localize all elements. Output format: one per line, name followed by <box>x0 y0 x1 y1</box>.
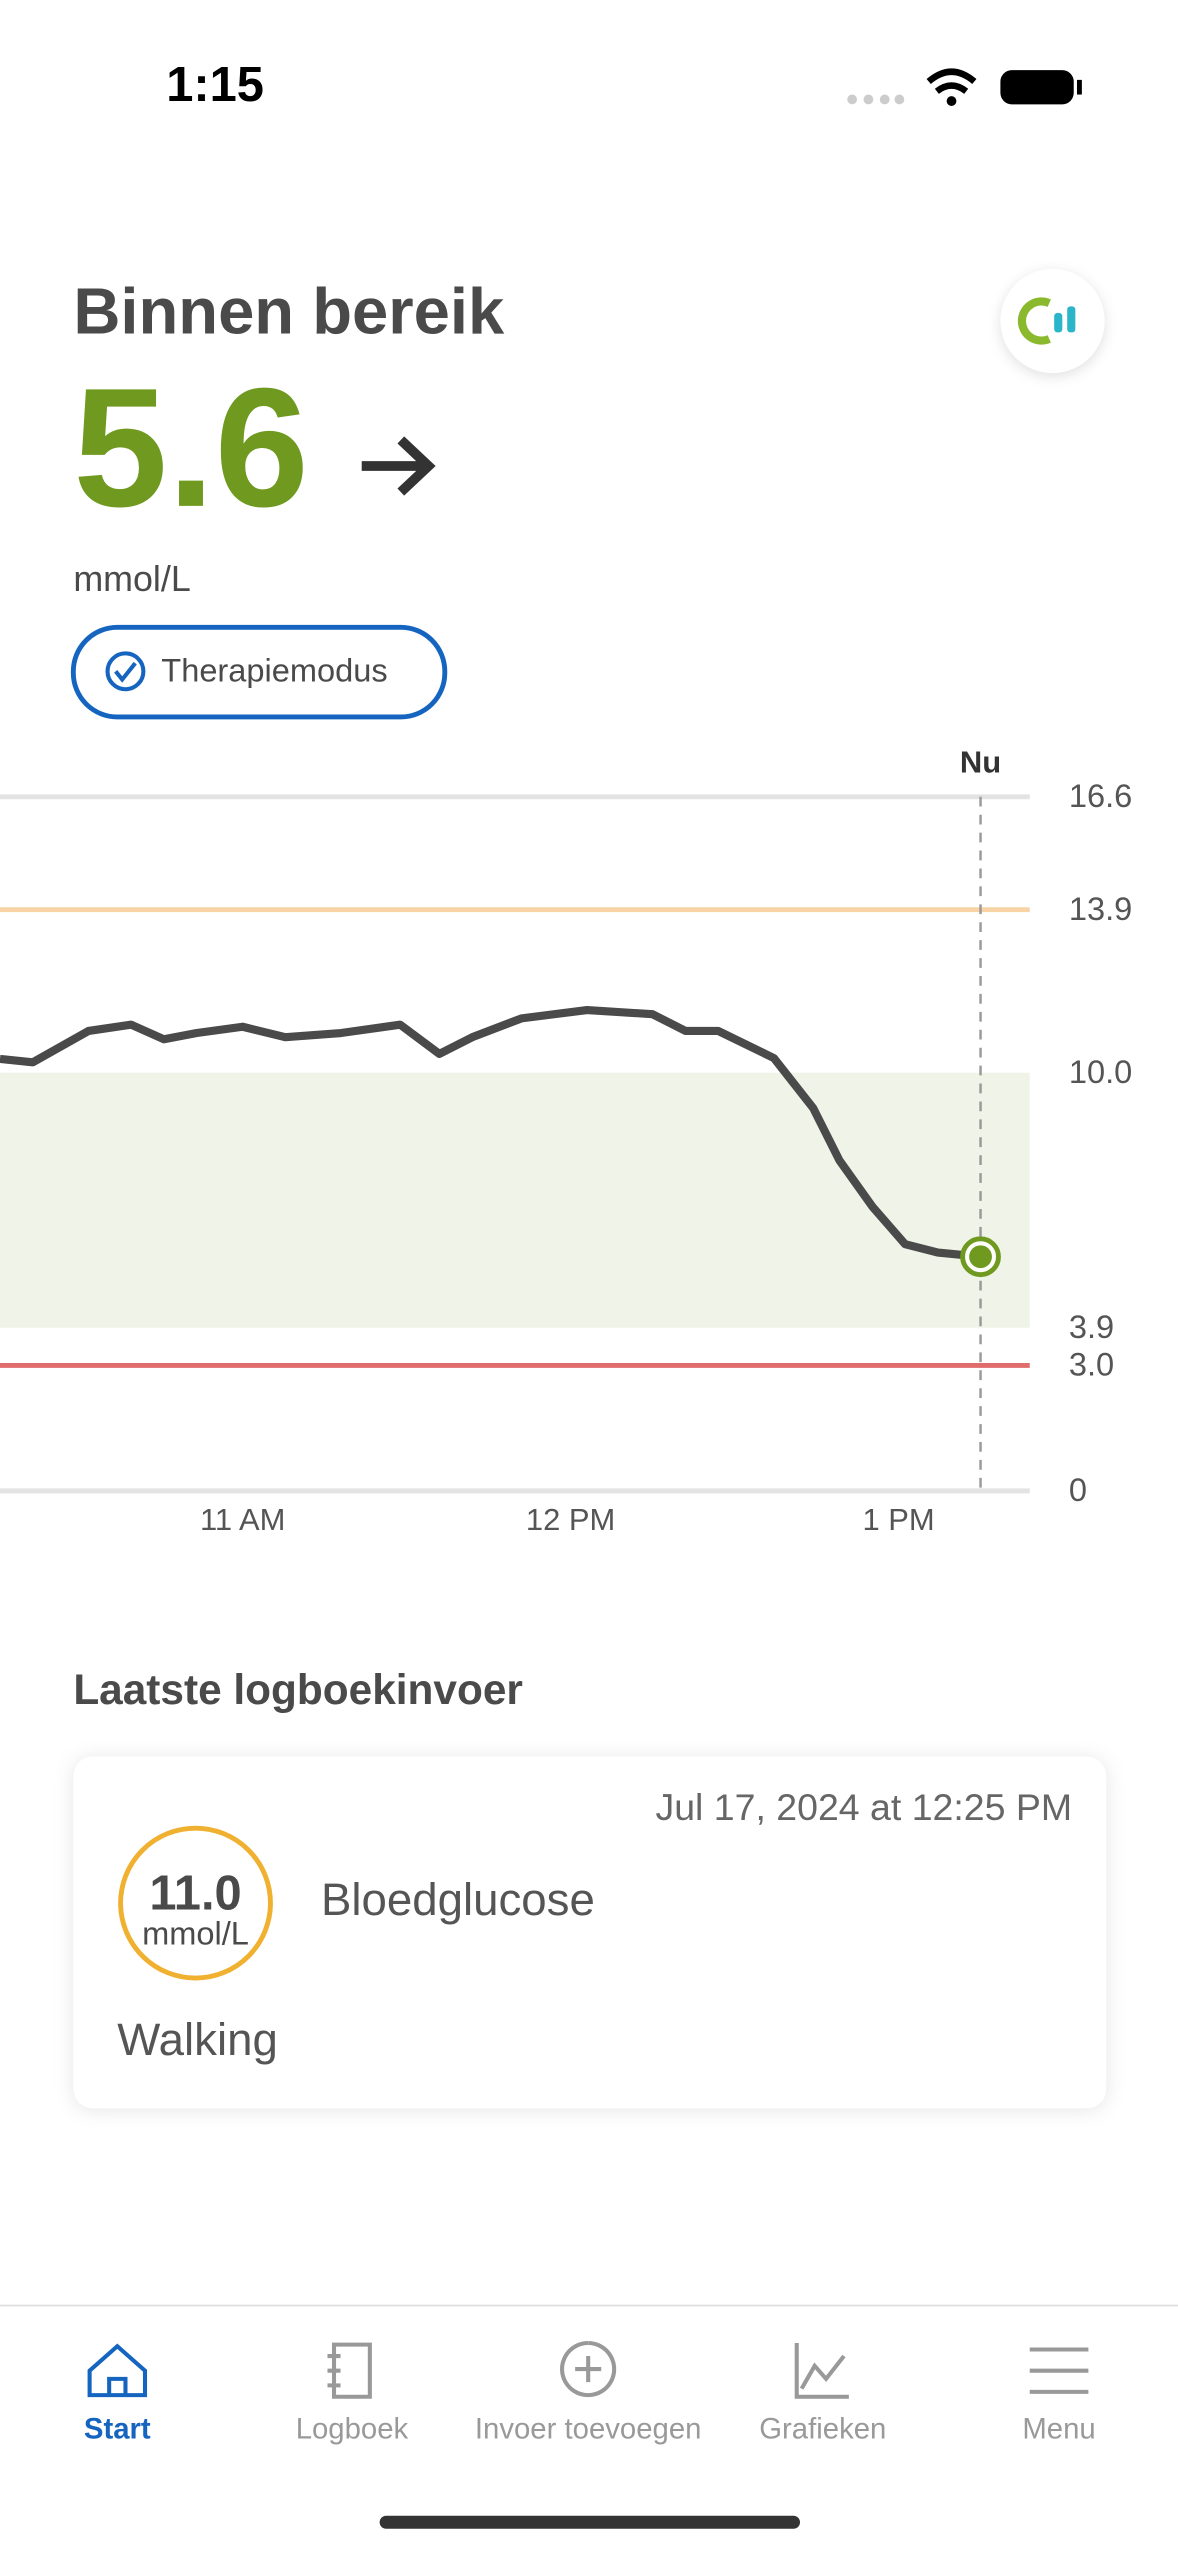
tab[interactable]: Menu <box>1022 2347 1096 2446</box>
log-circle <box>118 1825 273 1981</box>
x-tick-label: 11 AM <box>200 1502 285 1537</box>
tab-bar: Start Logboek Invoer toevoegen Grafieken Men… <box>84 2340 1096 2446</box>
status-icons <box>847 68 1082 106</box>
y-tick-label: 10.0 <box>1069 1054 1132 1090</box>
tab-icon[interactable] <box>87 2343 148 2398</box>
home-indicator <box>379 2515 800 2529</box>
target-range <box>0 1072 1030 1328</box>
section-title: Laatste logboekinvoer <box>73 1666 523 1713</box>
app-logo[interactable] <box>1000 268 1105 374</box>
status-title: Binnen bereik <box>73 274 505 347</box>
x-tick-label: 12 PM <box>526 1502 615 1537</box>
log-note: Walking <box>117 2014 278 2065</box>
tab-icon[interactable] <box>327 2342 372 2399</box>
current-marker-dot <box>969 1245 992 1269</box>
y-tick-label: 0 <box>1069 1472 1087 1508</box>
y-tick-label: 13.9 <box>1069 891 1132 927</box>
tab[interactable]: Grafieken <box>759 2343 886 2446</box>
tab-icon[interactable] <box>794 2343 849 2399</box>
log-unit: mmol/L <box>142 1915 249 1951</box>
log-value: 11.0 <box>149 1866 241 1920</box>
now-label: Nu <box>960 744 1001 779</box>
tab[interactable]: Invoer toevoegen <box>475 2340 702 2446</box>
glucose-value: 5.6 <box>73 353 309 542</box>
y-tick-label: 3.9 <box>1069 1309 1114 1345</box>
tab-label[interactable]: Start <box>84 2413 151 2446</box>
y-tick-label: 16.6 <box>1069 778 1132 814</box>
tab-label[interactable]: Grafieken <box>759 2413 886 2446</box>
chart: 16.6 13.9 10.0 3.93.0 0 11 AM 12 PM 1 PM Nu <box>0 744 1132 1537</box>
y-tick-label: 3.0 <box>1069 1347 1114 1383</box>
log-type: Bloedglucose <box>321 1874 595 1925</box>
time: 1:15 <box>166 58 264 112</box>
tab-icon[interactable] <box>560 2340 617 2398</box>
tab-icon[interactable] <box>1029 2347 1089 2394</box>
glucose-line <box>0 1005 981 1261</box>
tab-label[interactable]: Menu <box>1022 2413 1095 2446</box>
mode-badge[interactable] <box>70 624 448 720</box>
unit: mmol/L <box>73 559 190 599</box>
tab[interactable]: Logboek <box>296 2342 409 2446</box>
trend-arrow <box>361 436 436 496</box>
tab-label[interactable]: Invoer toevoegen <box>475 2413 702 2446</box>
tab-label[interactable]: Logboek <box>296 2413 409 2446</box>
mode-label: Therapiemodus <box>161 653 387 689</box>
x-tick-label: 1 PM <box>862 1502 934 1537</box>
log-date: Jul 17, 2024 at 12:25 PM <box>655 1786 1072 1828</box>
log-card[interactable] <box>73 1756 1107 2109</box>
tab[interactable]: Start <box>84 2343 151 2446</box>
